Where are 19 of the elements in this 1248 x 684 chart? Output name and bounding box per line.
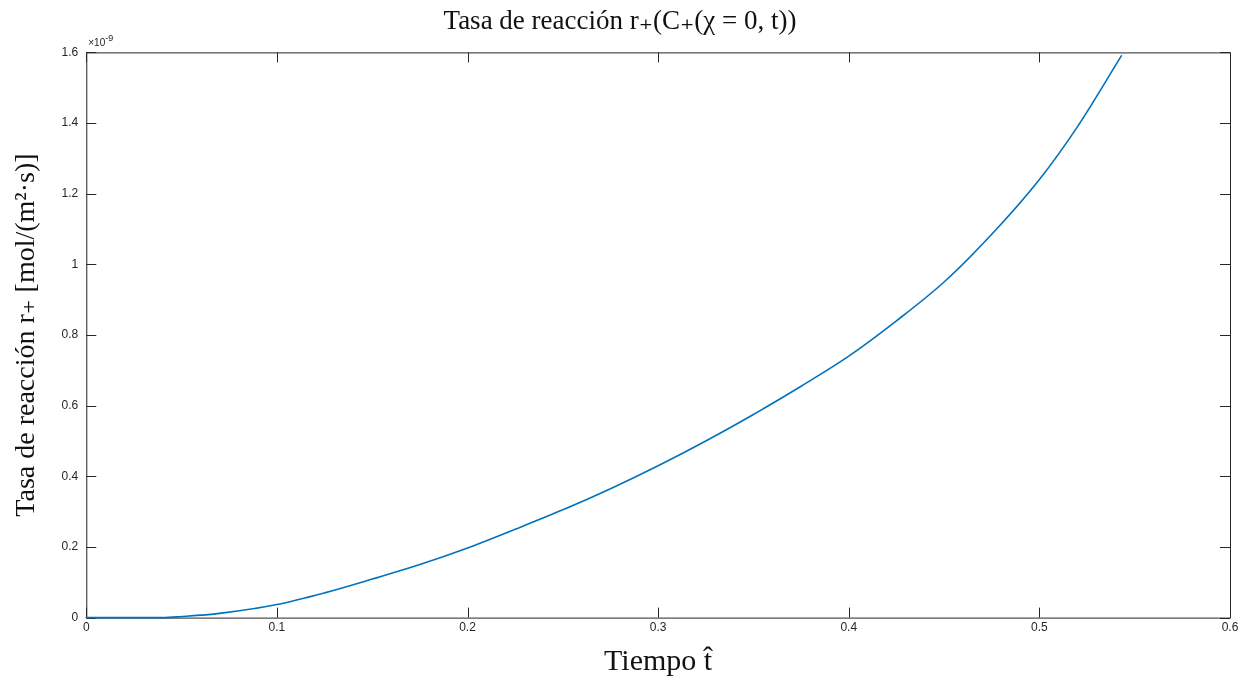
- x-tick-label: 0.5: [1031, 620, 1049, 635]
- y-tick-label: 1.6: [61, 44, 79, 59]
- x-tick-label: 0.2: [459, 620, 477, 635]
- x-tick-label: 0.4: [840, 620, 858, 635]
- x-axis-title: Tiempo t̂: [604, 642, 713, 676]
- y-tick-label: 0.8: [61, 327, 79, 342]
- chart-title: Tasa de reacción r₊(C₊(χ = 0, t)): [443, 5, 797, 36]
- x-tick-label: 0.3: [649, 620, 667, 635]
- y-tick-label: 0.6: [61, 397, 79, 412]
- y-tick-label: 0.4: [61, 468, 79, 483]
- y-tick-label: 1.4: [61, 115, 79, 130]
- y-tick-label: 0: [71, 609, 79, 624]
- x-tick-label: 0.6: [1221, 620, 1239, 635]
- x-tick-label: 0: [82, 620, 90, 635]
- y-tick-label: 0.2: [61, 539, 79, 554]
- x-tick-label: 0.1: [268, 620, 286, 635]
- y-axis-title: Tasa de reacción r₊ [mol/(m²·s)]: [9, 153, 41, 517]
- y-tick-label: 1.2: [61, 186, 79, 201]
- y-tick-label: 1: [71, 256, 79, 271]
